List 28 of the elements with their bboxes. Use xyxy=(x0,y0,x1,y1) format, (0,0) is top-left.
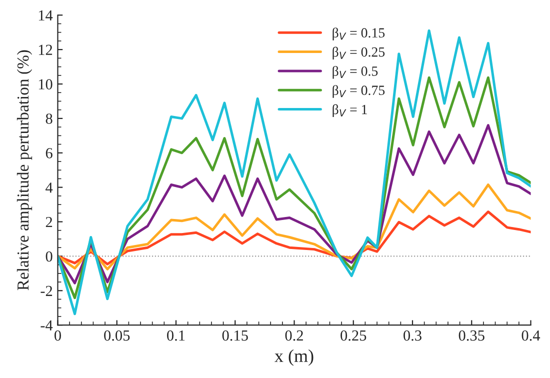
y-tick-label: -2 xyxy=(40,286,52,296)
x-axis-title: x (m) xyxy=(274,349,314,366)
y-tick-label: 14 xyxy=(38,10,53,20)
legend-label: β$_{V}$ = 0.5 xyxy=(332,66,378,79)
y-tick-label: 12 xyxy=(38,44,52,55)
x-tick-label: 0.1 xyxy=(167,330,185,341)
y-tick-label: 10 xyxy=(38,79,52,90)
x-tick-label: 0.2 xyxy=(285,330,303,341)
legend-label: β$_{V}$ = 0.75 xyxy=(332,85,385,98)
y-tick-label: 2 xyxy=(46,216,52,228)
y-tick-label: 8 xyxy=(46,114,52,124)
y-tick-label: 4 xyxy=(46,182,53,193)
x-tick-label: 0 xyxy=(54,330,61,341)
legend-label: β$_{V}$ = 1 xyxy=(332,104,367,118)
line-series xyxy=(58,183,531,270)
x-tick-label: 0.05 xyxy=(104,330,130,341)
legend-label: β$_{V}$ = 0.15 xyxy=(332,28,385,40)
y-axis-title: Relative amplitude perturbation (%) xyxy=(16,50,32,290)
legend-label: β$_{V}$ = 0.25 xyxy=(332,46,385,60)
x-tick-label: 0.25 xyxy=(340,330,366,341)
x-tick-label: 0.35 xyxy=(458,330,484,341)
x-tick-label: 0.3 xyxy=(404,330,422,341)
line-series xyxy=(58,29,531,316)
x-tick-label: 0.15 xyxy=(222,330,248,341)
x-tick-label: 0.4 xyxy=(522,330,540,341)
y-tick-label: -4 xyxy=(40,320,53,330)
y-tick-label: 0 xyxy=(46,251,52,262)
y-tick-label: 6 xyxy=(46,148,52,158)
